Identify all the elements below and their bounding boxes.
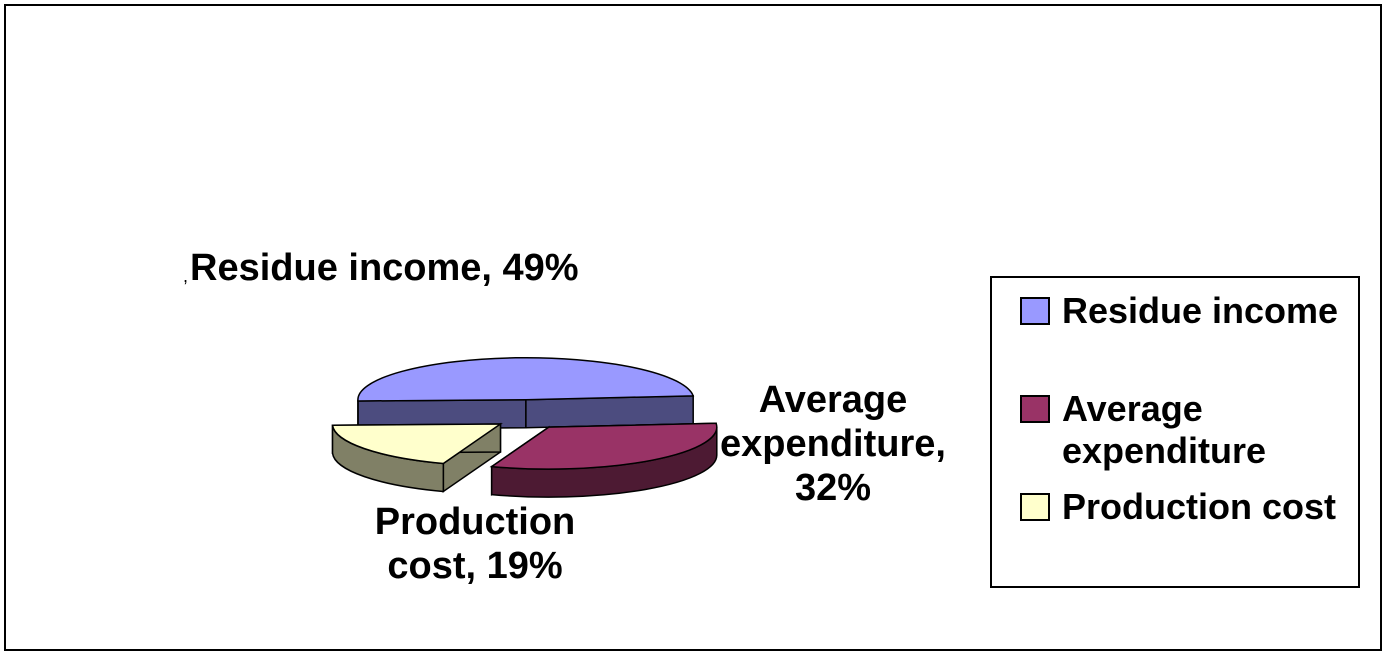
legend-label-residue-income: Residue income [1062,290,1339,331]
legend-label-production-cost: Production cost [1062,486,1337,527]
legend-item-residue-income: Residue income [1020,290,1342,332]
stray-comma-mark: , [183,266,189,286]
pie-slice-wall-residue-income-1 [525,395,694,429]
pie-slice-top-average-expenditure [489,422,718,470]
legend-swatch-average-expenditure [1020,395,1050,423]
data-label-production-cost: Production cost, 19% [350,500,600,588]
pie-slice-top-residue-income [357,356,695,402]
legend-item-production-cost: Production cost [1020,486,1342,528]
legend-swatch-production-cost [1020,493,1050,521]
data-label-average-expenditure: Average expenditure, 32% [708,378,958,510]
data-label-production-cost-text: Production cost, 19% [374,501,576,587]
legend: Residue income Average expenditure Produ… [990,276,1360,588]
data-label-average-expenditure-text: Average expenditure, 32% [720,379,946,509]
pie-slice-residue-income [357,356,695,430]
data-label-residue-income: Residue income, 49% [190,246,579,290]
legend-label-average-expenditure: Average expenditure [1062,388,1267,471]
pie-slice-top-production-cost [331,423,503,465]
pie-slice-average-expenditure [489,422,718,498]
legend-item-average-expenditure: Average expenditure [1020,388,1342,472]
legend-swatch-residue-income [1020,297,1050,325]
data-label-residue-income-text: Residue income, 49% [190,247,579,289]
pie-slice-production-cost [331,422,503,493]
